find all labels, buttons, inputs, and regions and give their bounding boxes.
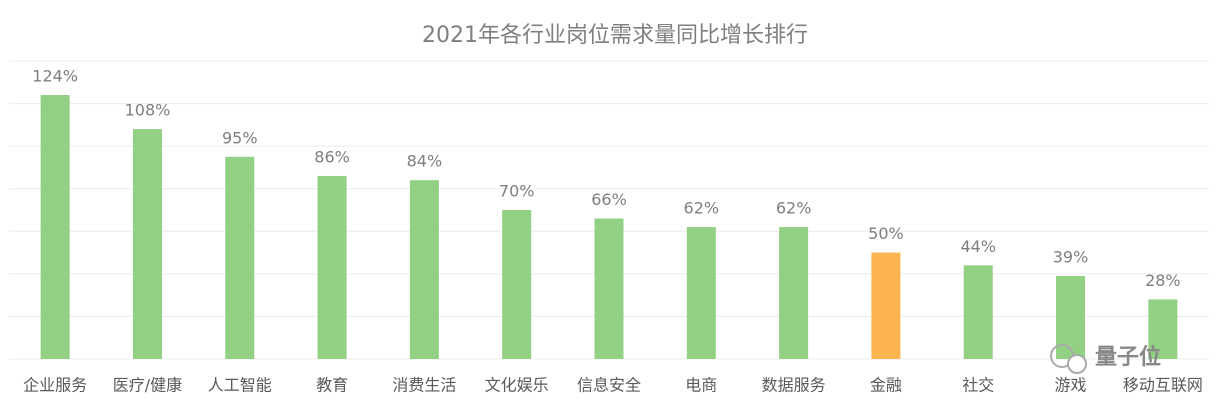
x-tick-label: 移动互联网 <box>1123 376 1203 395</box>
x-tick-label: 社交 <box>962 376 994 395</box>
value-label: 95% <box>222 128 258 147</box>
bar <box>1148 299 1178 359</box>
x-tick-label: 人工智能 <box>208 376 272 395</box>
x-tick-label: 金融 <box>870 376 902 395</box>
value-label: 108% <box>125 101 171 120</box>
bar <box>40 95 70 360</box>
x-tick-label: 信息安全 <box>577 376 641 395</box>
watermark-text: 量子位 <box>1095 344 1161 370</box>
x-tick-label: 数据服务 <box>762 376 826 395</box>
x-tick-label: 电商 <box>685 376 717 395</box>
bar <box>132 129 162 359</box>
x-tick-label: 消费生活 <box>392 376 456 395</box>
value-label: 62% <box>684 199 720 218</box>
bar <box>317 175 347 359</box>
x-tick-label: 文化娱乐 <box>485 376 549 395</box>
x-tick-label: 教育 <box>316 376 348 395</box>
value-label: 124% <box>32 67 78 86</box>
value-label: 86% <box>314 147 350 166</box>
value-label: 70% <box>499 182 535 201</box>
bar <box>871 252 901 359</box>
watermark: 量子位 <box>1050 344 1161 374</box>
bar <box>502 210 532 359</box>
value-label: 50% <box>868 224 904 243</box>
chart-title: 2021年各行业岗位需求量同比增长排行 <box>422 23 808 48</box>
bar <box>963 265 993 359</box>
value-label: 66% <box>591 190 627 209</box>
bar <box>225 156 255 359</box>
value-label: 44% <box>960 237 996 256</box>
x-tick-label: 医疗/健康 <box>113 376 182 395</box>
value-label: 84% <box>407 152 443 171</box>
bar <box>686 227 716 359</box>
value-label: 39% <box>1053 247 1089 266</box>
bar <box>779 227 809 359</box>
x-tick-label: 企业服务 <box>23 376 87 395</box>
value-label: 62% <box>776 199 812 218</box>
bar <box>1056 275 1086 359</box>
bar <box>409 180 439 359</box>
bar <box>594 218 624 359</box>
watermark-icon <box>1067 354 1087 374</box>
x-tick-label: 游戏 <box>1055 376 1087 395</box>
value-label: 28% <box>1145 271 1181 290</box>
